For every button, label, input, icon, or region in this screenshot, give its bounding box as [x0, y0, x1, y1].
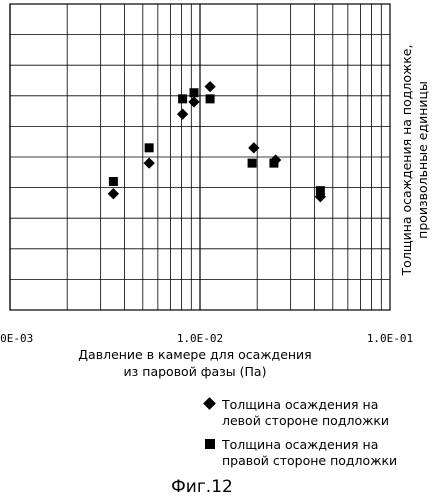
y-axis-title: Толщина осаждения на подложке, [399, 45, 414, 277]
diamond-point [108, 188, 119, 199]
diamond-point [204, 81, 215, 92]
legend-diamond-marker [203, 397, 216, 410]
y-axis-title-line2: произвольные единицы [415, 81, 430, 239]
data-points [108, 81, 326, 202]
square-point [316, 186, 325, 195]
plot-grid [10, 4, 390, 310]
diamond-point [248, 142, 259, 153]
legend-square-marker [205, 439, 215, 449]
square-point [109, 177, 118, 186]
diamond-point [143, 157, 154, 168]
x-tick-label: 1.0E-03 [0, 332, 33, 345]
square-point [178, 94, 187, 103]
square-point [248, 159, 257, 168]
x-tick-labels: 1.0E-03 1.0E-02 1.0E-01 [0, 332, 413, 345]
x-tick-label: 1.0E-02 [177, 332, 223, 345]
square-point [269, 159, 278, 168]
diamond-point [188, 96, 199, 107]
x-axis-title-line2: из паровой фазы (Па) [124, 364, 267, 379]
legend: Толщина осаждения на левой стороне подло… [203, 397, 397, 468]
square-point [206, 94, 215, 103]
diamond-point [177, 109, 188, 120]
legend-label-right-line1: Толщина осаждения на [221, 437, 378, 452]
legend-label-left-line2: левой стороне подложки [222, 413, 389, 428]
figure-caption: Фиг.12 [171, 477, 233, 497]
x-tick-label: 1.0E-01 [367, 332, 413, 345]
square-point [190, 88, 199, 97]
legend-label-left-line1: Толщина осаждения на [221, 397, 378, 412]
x-axis-title: Давление в камере для осаждения [78, 347, 311, 362]
square-point [145, 143, 154, 152]
legend-label-right-line2: правой стороне подложки [222, 453, 397, 468]
